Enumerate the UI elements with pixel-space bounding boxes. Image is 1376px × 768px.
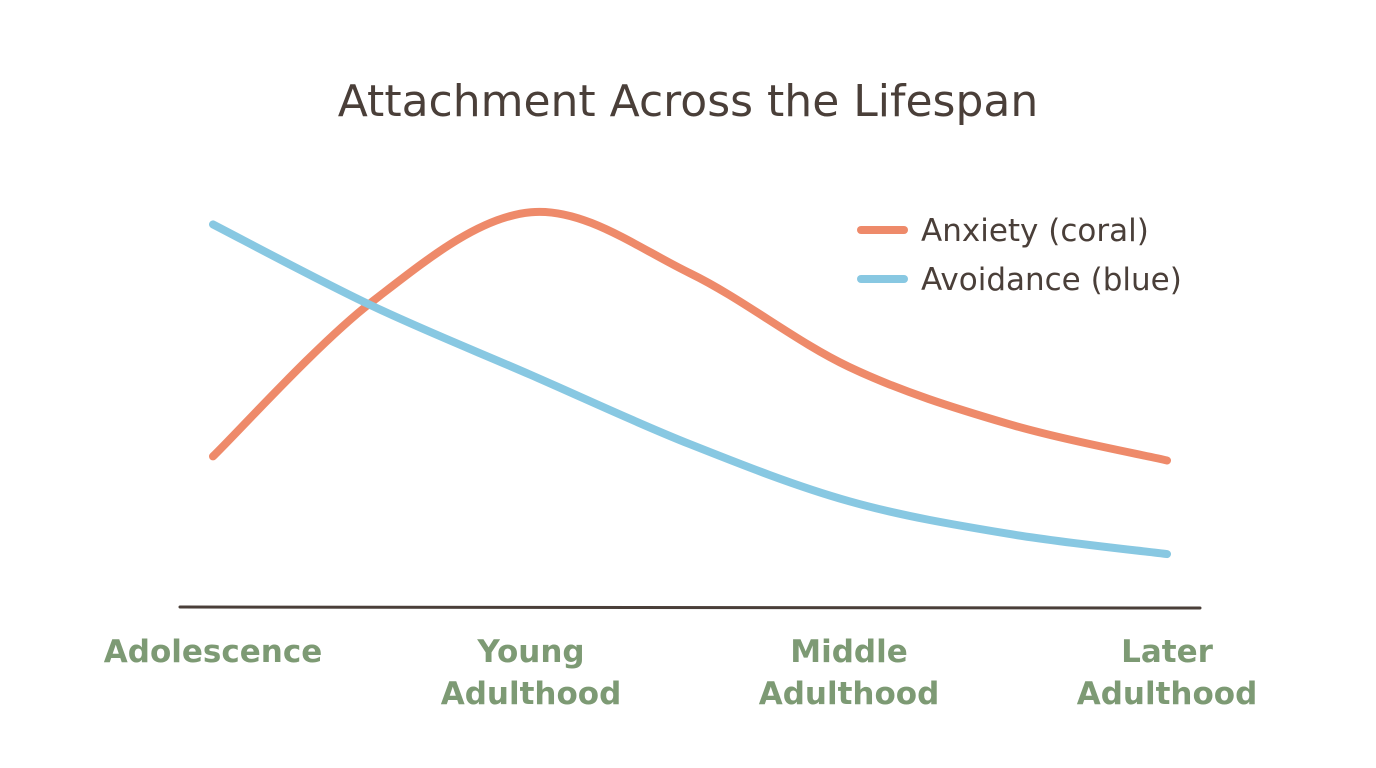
x-tick-label: Young Adulthood bbox=[441, 634, 622, 712]
series-line-avoidance bbox=[209, 220, 1171, 559]
series-line-anxiety bbox=[209, 207, 1171, 465]
x-axis-line bbox=[178, 605, 1202, 610]
x-tick-label: Middle Adulthood bbox=[759, 634, 940, 712]
chart-title: Attachment Across the Lifespan bbox=[338, 76, 1039, 127]
legend: Anxiety (coral) Avoidance (blue) bbox=[857, 213, 1182, 298]
x-tick-label: Adolescence bbox=[104, 634, 322, 670]
x-tick-label: Later Adulthood bbox=[1077, 634, 1258, 712]
legend-label-avoidance: Avoidance (blue) bbox=[921, 262, 1182, 298]
legend-label-anxiety: Anxiety (coral) bbox=[921, 213, 1149, 249]
